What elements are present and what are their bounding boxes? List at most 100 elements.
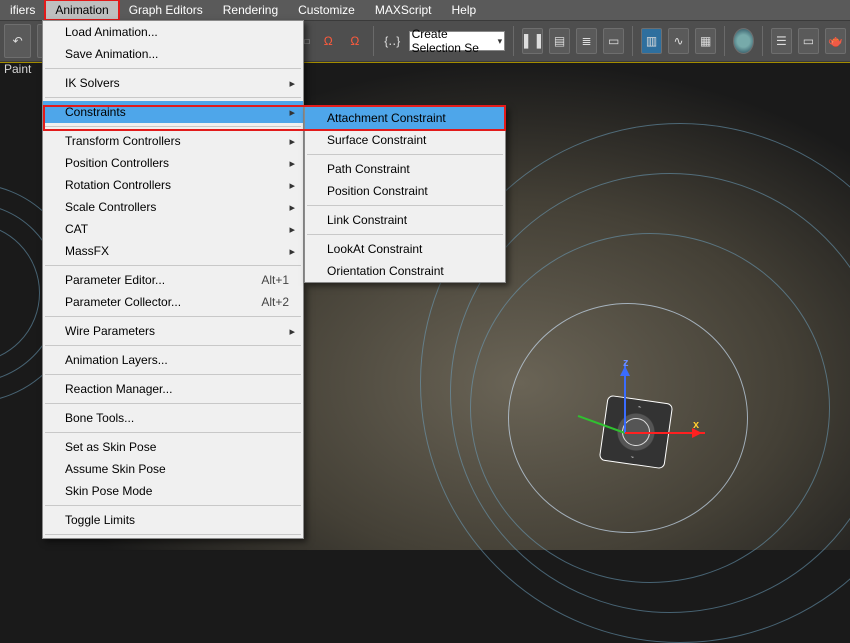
menu-item-transform-controllers[interactable]: Transform Controllers [43, 130, 303, 152]
menu-separator [45, 432, 301, 433]
menu-item-rotation-controllers[interactable]: Rotation Controllers [43, 174, 303, 196]
submenu-item-lookat-constraint[interactable]: LookAt Constraint [305, 238, 505, 260]
menu-item-label: MassFX [65, 244, 109, 258]
menu-item-label: Rotation Controllers [65, 178, 171, 192]
constraints-submenu: Attachment Constraint Surface Constraint P… [304, 106, 506, 283]
menu-maxscript[interactable]: MAXScript [365, 0, 442, 20]
menu-item-label: Link Constraint [327, 213, 407, 227]
menu-item-ik-solvers[interactable]: IK Solvers [43, 72, 303, 94]
menu-separator [307, 234, 503, 235]
menu-item-cat[interactable]: CAT [43, 218, 303, 240]
menu-graph-editors[interactable]: Graph Editors [119, 0, 213, 20]
menu-item-label: Reaction Manager... [65, 382, 172, 396]
menu-item-label: Transform Controllers [65, 134, 181, 148]
submenu-item-attachment-constraint[interactable]: Attachment Constraint [305, 107, 505, 129]
transform-gizmo[interactable]: z x [555, 363, 695, 503]
menu-shortcut: Alt+2 [261, 295, 289, 309]
menu-separator [45, 505, 301, 506]
menu-item-reaction-manager[interactable]: Reaction Manager... [43, 378, 303, 400]
menu-item-scale-controllers[interactable]: Scale Controllers [43, 196, 303, 218]
menu-item-animation-layers[interactable]: Animation Layers... [43, 349, 303, 371]
menu-separator [45, 265, 301, 266]
menu-item-label: Save Animation... [65, 47, 158, 61]
menu-separator [45, 316, 301, 317]
menu-separator [45, 403, 301, 404]
menu-item-label: Parameter Editor... [65, 273, 165, 287]
menu-item-label: Parameter Collector... [65, 295, 181, 309]
separator [373, 26, 374, 56]
menu-item-label: Bone Tools... [65, 411, 134, 425]
menu-item-label: Load Animation... [65, 25, 158, 39]
schematic-icon[interactable]: ▦ [695, 28, 716, 54]
separator [513, 26, 514, 56]
menu-item-label: Assume Skin Pose [65, 462, 166, 476]
render-frame-icon[interactable]: ▭ [798, 28, 819, 54]
curve-editor-icon[interactable]: ∿ [668, 28, 689, 54]
menu-item-constraints[interactable]: Constraints [43, 101, 303, 123]
magnet-icon[interactable]: Ω [318, 28, 339, 54]
menu-item-parameter-collector[interactable]: Parameter Collector... Alt+2 [43, 291, 303, 313]
menu-item-wire-parameters[interactable]: Wire Parameters [43, 320, 303, 342]
axis-label-x: x [693, 419, 699, 431]
menu-item-label: Attachment Constraint [327, 111, 446, 125]
menu-shortcut: Alt+1 [261, 273, 289, 287]
align-icon[interactable]: ▤ [549, 28, 570, 54]
axis-label-z: z [623, 357, 629, 369]
menu-item-parameter-editor[interactable]: Parameter Editor... Alt+1 [43, 269, 303, 291]
menu-separator [45, 126, 301, 127]
menu-item-bone-tools[interactable]: Bone Tools... [43, 407, 303, 429]
menu-modifiers[interactable]: ifiers [0, 0, 45, 20]
menu-customize[interactable]: Customize [288, 0, 365, 20]
menu-item-label: Skin Pose Mode [65, 484, 152, 498]
submenu-item-surface-constraint[interactable]: Surface Constraint [305, 129, 505, 151]
menu-item-label: Position Constraint [327, 184, 428, 198]
material-editor-icon[interactable] [733, 28, 754, 54]
separator [632, 26, 633, 56]
submenu-item-path-constraint[interactable]: Path Constraint [305, 158, 505, 180]
submenu-item-orientation-constraint[interactable]: Orientation Constraint [305, 260, 505, 282]
selection-set-combo[interactable]: Create Selection Se ▾ [409, 31, 506, 51]
menu-item-set-as-skin-pose[interactable]: Set as Skin Pose [43, 436, 303, 458]
axis-x[interactable] [625, 432, 705, 434]
menu-item-massfx[interactable]: MassFX [43, 240, 303, 262]
chevron-down-icon: ▾ [498, 36, 503, 47]
menu-item-label: Set as Skin Pose [65, 440, 156, 454]
menu-item-label: Toggle Limits [65, 513, 135, 527]
menu-separator [45, 534, 301, 535]
separator [762, 26, 763, 56]
named-sel-icon[interactable]: {‥} [382, 28, 403, 54]
menu-item-skin-pose-mode[interactable]: Skin Pose Mode [43, 480, 303, 502]
paint-label: Paint [4, 62, 31, 76]
menu-separator [45, 374, 301, 375]
menu-item-save-animation[interactable]: Save Animation... [43, 43, 303, 65]
menu-separator [45, 68, 301, 69]
submenu-item-position-constraint[interactable]: Position Constraint [305, 180, 505, 202]
mirror-icon[interactable]: ▌▐ [522, 28, 543, 54]
render-setup-icon[interactable]: ☰ [771, 28, 792, 54]
menu-item-label: Constraints [65, 105, 126, 119]
submenu-item-link-constraint[interactable]: Link Constraint [305, 209, 505, 231]
layer-explorer-icon[interactable]: ▭ [603, 28, 624, 54]
menu-item-load-animation[interactable]: Load Animation... [43, 21, 303, 43]
menu-item-label: CAT [65, 222, 88, 236]
undo-icon[interactable]: ↶ [4, 24, 31, 58]
menu-help[interactable]: Help [442, 0, 487, 20]
scene-explorer-icon[interactable]: ▥ [641, 28, 662, 54]
menu-animation[interactable]: Animation [45, 0, 118, 20]
separator [724, 26, 725, 56]
menu-separator [45, 345, 301, 346]
menu-item-toggle-limits[interactable]: Toggle Limits [43, 509, 303, 531]
menu-separator [307, 205, 503, 206]
magnet2-icon[interactable]: Ω [345, 28, 366, 54]
menu-item-position-controllers[interactable]: Position Controllers [43, 152, 303, 174]
axis-z[interactable] [624, 363, 626, 433]
menu-item-label: Wire Parameters [65, 324, 155, 338]
menu-rendering[interactable]: Rendering [213, 0, 288, 20]
menu-item-label: Position Controllers [65, 156, 169, 170]
main-menubar: ifiers Animation Graph Editors Rendering… [0, 0, 850, 20]
teapot-icon[interactable]: 🫖 [825, 28, 846, 54]
layers-icon[interactable]: ≣ [576, 28, 597, 54]
menu-item-label: Scale Controllers [65, 200, 156, 214]
menu-item-label: LookAt Constraint [327, 242, 422, 256]
menu-item-assume-skin-pose[interactable]: Assume Skin Pose [43, 458, 303, 480]
